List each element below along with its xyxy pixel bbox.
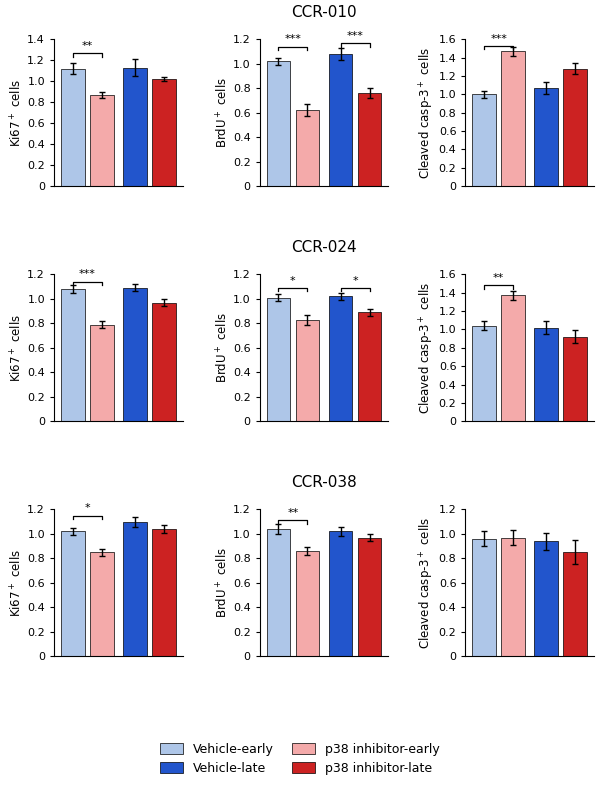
Text: *: * (290, 276, 296, 285)
Bar (329, 296, 352, 421)
Text: ***: *** (284, 35, 301, 45)
Title: CCR-038: CCR-038 (291, 476, 357, 490)
Text: ***: *** (79, 270, 95, 280)
Bar (329, 531, 352, 656)
Bar (358, 94, 382, 186)
Bar (90, 325, 113, 421)
Bar (296, 110, 319, 186)
Bar (266, 61, 290, 186)
Title: CCR-024: CCR-024 (291, 241, 357, 255)
Text: **: ** (287, 509, 299, 518)
Bar (329, 54, 352, 186)
Text: *: * (85, 503, 90, 513)
Bar (563, 336, 587, 421)
Bar (266, 529, 290, 656)
Bar (296, 551, 319, 656)
Y-axis label: Ki67$^+$ cells: Ki67$^+$ cells (9, 549, 25, 617)
Bar (123, 522, 147, 656)
Bar (266, 298, 290, 421)
Bar (358, 538, 382, 656)
Text: ***: *** (490, 34, 507, 43)
Bar (61, 68, 85, 186)
Y-axis label: BrdU$^+$ cells: BrdU$^+$ cells (215, 77, 230, 149)
Bar (501, 538, 525, 656)
Bar (563, 553, 587, 656)
Bar (501, 296, 525, 421)
Text: ***: *** (347, 31, 364, 41)
Bar (90, 95, 113, 186)
Y-axis label: Ki67$^+$ cells: Ki67$^+$ cells (9, 314, 25, 382)
Text: **: ** (82, 41, 93, 51)
Y-axis label: Cleaved casp-3$^+$ cells: Cleaved casp-3$^+$ cells (418, 281, 436, 414)
Bar (152, 529, 176, 656)
Bar (472, 538, 496, 656)
Y-axis label: BrdU$^+$ cells: BrdU$^+$ cells (215, 312, 230, 384)
Bar (296, 320, 319, 421)
Bar (123, 288, 147, 421)
Bar (535, 88, 558, 186)
Y-axis label: Ki67$^+$ cells: Ki67$^+$ cells (9, 79, 25, 147)
Text: *: * (352, 276, 358, 285)
Bar (472, 94, 496, 186)
Bar (90, 553, 113, 656)
Bar (535, 542, 558, 656)
Bar (61, 531, 85, 656)
Bar (123, 68, 147, 186)
Text: **: ** (493, 274, 504, 283)
Title: CCR-010: CCR-010 (291, 5, 357, 20)
Y-axis label: Cleaved casp-3$^+$ cells: Cleaved casp-3$^+$ cells (418, 516, 436, 649)
Y-axis label: Cleaved casp-3$^+$ cells: Cleaved casp-3$^+$ cells (418, 46, 436, 179)
Legend: Vehicle-early, Vehicle-late, p38 inhibitor-early, p38 inhibitor-late: Vehicle-early, Vehicle-late, p38 inhibit… (155, 737, 445, 780)
Bar (563, 68, 587, 186)
Bar (472, 325, 496, 421)
Bar (61, 289, 85, 421)
Bar (535, 328, 558, 421)
Bar (152, 79, 176, 186)
Bar (358, 312, 382, 421)
Bar (152, 303, 176, 421)
Bar (501, 51, 525, 186)
Y-axis label: BrdU$^+$ cells: BrdU$^+$ cells (215, 547, 230, 619)
